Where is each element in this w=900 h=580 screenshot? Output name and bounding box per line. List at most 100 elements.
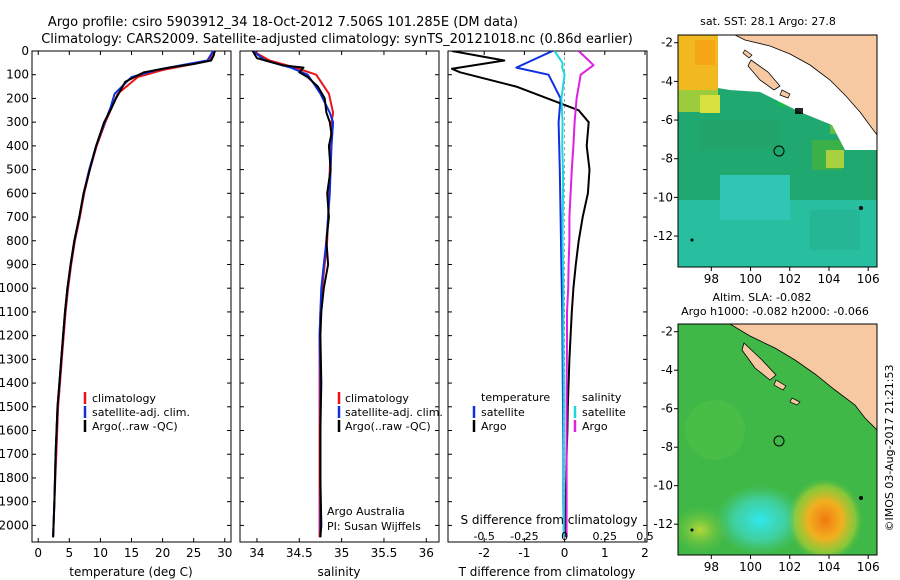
lat-tick-label: -8 — [661, 152, 673, 166]
depth-tick-label: 1600 — [0, 424, 29, 438]
legend-label-t-satellite: satellite — [481, 406, 525, 419]
x-tick-label: 35 — [334, 546, 349, 560]
salinity-panel: 34 34.5 35 35.5 36 salinity climatology sate… — [239, 50, 443, 579]
depth-tick-label: 700 — [6, 210, 29, 224]
x-tick-label: 20 — [155, 546, 170, 560]
depth-tick-label: 1500 — [0, 400, 29, 414]
temperature-axis-label: temperature (deg C) — [69, 565, 192, 579]
temperature-legend: climatology satellite-adj. clim. Argo(..… — [83, 392, 190, 433]
depth-tick-label: 400 — [6, 139, 29, 153]
lon-tick-label: 106 — [857, 272, 880, 286]
lat-tick-label: -2 — [661, 325, 673, 339]
sst-argo-marker — [773, 145, 785, 157]
x-tick-label: -2 — [478, 546, 490, 560]
s-difference-ticks: -0.5 -0.25 0 0.25 0.5 — [473, 530, 653, 543]
s-tick-label: 0 — [561, 530, 568, 543]
s-tick-label: 0.5 — [636, 530, 654, 543]
lat-tick-label: -10 — [653, 479, 673, 493]
legend-label-satellite: satellite-adj. clim. — [92, 406, 190, 419]
x-tick-label: 10 — [93, 546, 108, 560]
credit-argo-australia: Argo Australia — [327, 505, 405, 518]
depth-tick-label: 1800 — [0, 471, 29, 485]
x-tick-label: 34.5 — [286, 546, 313, 560]
series-satellite-adj-clim — [52, 51, 214, 538]
sst-field — [678, 35, 877, 267]
x-tick-label: -1 — [518, 546, 530, 560]
salinity-axis: 34 34.5 35 35.5 36 — [249, 51, 434, 560]
lat-tick-label: -12 — [653, 229, 673, 243]
series-argo-raw-qc — [251, 51, 333, 538]
series-t-argo — [451, 51, 591, 538]
salinity-profiles — [251, 51, 335, 538]
figure-title-line2: Climatology: CARS2009. Satellite-adjuste… — [41, 32, 633, 47]
legend-label-t-argo: Argo — [481, 420, 507, 433]
temperature-profiles — [52, 51, 216, 538]
depth-tick-label: 900 — [6, 257, 29, 271]
sst-map: sat. SST: 28.1 Argo: 27.8 — [653, 15, 879, 286]
lon-tick-label: 100 — [739, 272, 762, 286]
depth-tick-label: 1100 — [0, 305, 29, 319]
lat-tick-label: -8 — [661, 440, 673, 454]
lon-tick-label: 102 — [778, 272, 801, 286]
depth-tick-label: 300 — [6, 115, 29, 129]
s-tick-label: 0.25 — [593, 530, 618, 543]
sla-axis-ticks: 98 100 102 104 106 -2 -4 -6 -8 -10 -12 — [653, 325, 879, 574]
depth-tick-label: 800 — [6, 234, 29, 248]
x-tick-label: 15 — [124, 546, 139, 560]
series-argo-raw-qc — [52, 51, 216, 538]
legend-label-argo: Argo(..raw -QC) — [345, 420, 431, 433]
depth-tick-label: 1300 — [0, 352, 29, 366]
credit-pi: PI: Susan Wijffels — [327, 520, 421, 533]
sla-map: Altim. SLA: -0.082 Argo h1000: -0.082 h2… — [653, 291, 879, 574]
depth-tick-label: 1000 — [0, 281, 29, 295]
lat-tick-label: -6 — [661, 402, 673, 416]
lat-tick-label: -4 — [661, 74, 673, 88]
salinity-depth-ticks — [240, 50, 439, 526]
legend-header-salinity: salinity — [582, 391, 622, 404]
depth-tick-label: 600 — [6, 186, 29, 200]
legend-label-climatology: climatology — [92, 392, 156, 405]
lat-tick-label: -4 — [661, 363, 673, 377]
lat-tick-label: -2 — [661, 36, 673, 50]
lat-tick-label: -12 — [653, 517, 673, 531]
lon-tick-label: 102 — [778, 560, 801, 574]
legend-header-temperature: temperature — [481, 391, 550, 404]
x-tick-label: 2 — [641, 546, 649, 560]
depth-tick-label: 1400 — [0, 376, 29, 390]
difference-depth-ticks — [448, 50, 647, 526]
difference-legend: temperature salinity satellite Argo sate… — [472, 391, 626, 433]
legend-label-s-satellite: satellite — [582, 406, 626, 419]
x-tick-label: 35.5 — [371, 546, 398, 560]
s-tick-label: -0.5 — [473, 530, 494, 543]
series-t-satellite — [515, 51, 565, 538]
x-tick-label: 0 — [561, 546, 569, 560]
sla-field — [678, 324, 877, 555]
x-tick-label: 1 — [601, 546, 609, 560]
series-climatology — [52, 51, 216, 538]
depth-tick-label: 500 — [6, 163, 29, 177]
x-tick-label: 34 — [249, 546, 264, 560]
x-tick-label: 36 — [419, 546, 434, 560]
temperature-axis: 0 5 10 15 20 25 30 — [34, 51, 232, 560]
legend-label-argo: Argo(..raw -QC) — [92, 420, 178, 433]
x-tick-label: 0 — [34, 546, 42, 560]
s-difference-axis-label: S difference from climatology — [461, 513, 638, 527]
depth-tick-label: 100 — [6, 68, 29, 82]
series-s-argo — [565, 51, 595, 538]
legend-label-s-argo: Argo — [582, 420, 608, 433]
depth-tick-label: 2000 — [0, 518, 29, 532]
sla-map-title: Altim. SLA: -0.082 — [712, 291, 811, 304]
side-credit: ©IMOS 03-Aug-2017 21:21:53 — [883, 365, 896, 532]
lon-tick-label: 100 — [739, 560, 762, 574]
sst-axis-ticks: 98 100 102 104 106 -2 -4 -6 -8 -10 -12 — [653, 36, 879, 286]
depth-tick-label: 1200 — [0, 329, 29, 343]
lon-tick-label: 106 — [857, 560, 880, 574]
lat-tick-label: -6 — [661, 113, 673, 127]
sla-map-subtitle: Argo h1000: -0.082 h2000: -0.066 — [681, 305, 869, 318]
t-difference-axis-label: T difference from climatology — [458, 565, 636, 579]
sst-map-title: sat. SST: 28.1 Argo: 27.8 — [700, 15, 836, 28]
series-s-satellite — [553, 51, 566, 538]
lon-tick-label: 98 — [704, 272, 719, 286]
figure-title-line1: Argo profile: csiro 5903912_34 18-Oct-20… — [48, 15, 518, 30]
